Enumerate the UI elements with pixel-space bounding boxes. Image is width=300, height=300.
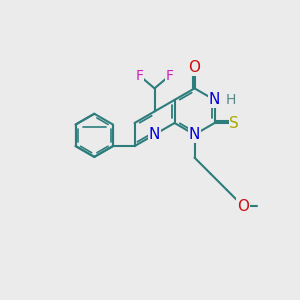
Text: H: H	[226, 93, 236, 107]
Text: O: O	[237, 199, 249, 214]
Text: S: S	[229, 116, 239, 130]
Text: F: F	[136, 69, 143, 83]
Text: N: N	[149, 127, 160, 142]
Text: N: N	[209, 92, 220, 107]
Text: F: F	[166, 69, 173, 83]
Text: N: N	[189, 127, 200, 142]
Text: O: O	[188, 60, 200, 75]
